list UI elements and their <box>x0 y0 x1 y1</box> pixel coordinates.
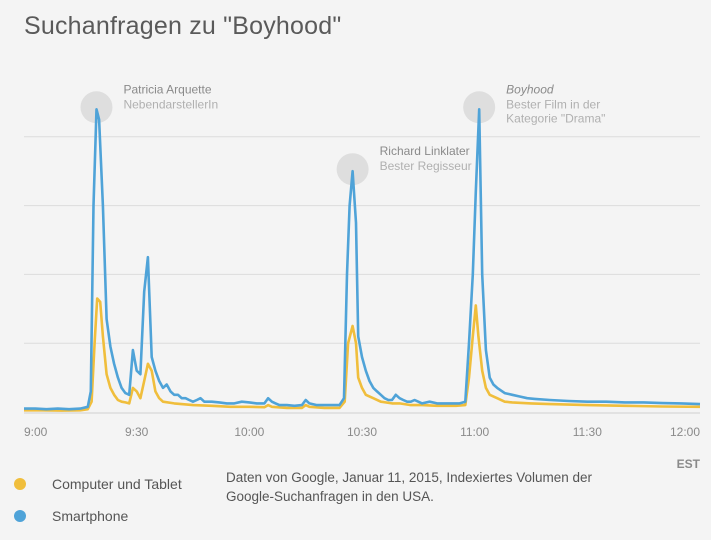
annotation-title: Richard Linklater <box>380 144 470 158</box>
x-axis: 9:00 9:30 10:00 10:30 11:00 11:30 12:00 EST <box>24 425 701 470</box>
x-tick-label: 9:00 <box>24 425 48 439</box>
annotation-marker <box>336 153 369 186</box>
annotation-subtitle: NebendarstellerIn <box>123 97 218 111</box>
grid-lines <box>24 136 700 414</box>
legend-label-computer: Computer und Tablet <box>52 476 182 492</box>
annotation-title: Boyhood <box>506 82 554 96</box>
x-tick-label: 10:00 <box>234 425 264 439</box>
x-tick-label: 11:00 <box>460 425 489 439</box>
annotation-subtitle: Bester Film in der Kategorie "Drama" <box>506 97 605 125</box>
series-line <box>24 108 701 411</box>
legend-label-smartphone: Smartphone <box>52 508 129 524</box>
legend-dot-computer <box>14 478 26 490</box>
annotation-markers <box>80 91 496 186</box>
legend: Computer und Tablet Smartphone <box>14 468 182 532</box>
legend-dot-smartphone <box>14 510 26 522</box>
annotation-marker <box>463 91 496 124</box>
x-tick-label: 9:30 <box>125 425 149 439</box>
annotation-marker <box>80 91 113 124</box>
x-tick-label: 11:30 <box>573 425 602 439</box>
series-lines <box>24 108 701 412</box>
x-tick-label: 12:00 <box>670 425 700 439</box>
x-unit-label: EST <box>677 457 701 470</box>
chart-title: Suchanfragen zu "Boyhood" <box>24 12 342 40</box>
source-note: Daten von Google, Januar 11, 2015, Index… <box>226 470 592 504</box>
annotation-title: Patricia Arquette <box>123 82 211 96</box>
series-line <box>24 297 701 412</box>
line-chart: 9:00 9:30 10:00 10:30 11:00 11:30 12:00 EST Pat… <box>24 82 701 470</box>
annotation-subtitle: Bester Regisseur <box>380 159 472 173</box>
legend-item-computer: Computer und Tablet <box>14 468 182 500</box>
legend-item-smartphone: Smartphone <box>14 500 182 532</box>
x-tick-label: 10:30 <box>347 425 377 439</box>
